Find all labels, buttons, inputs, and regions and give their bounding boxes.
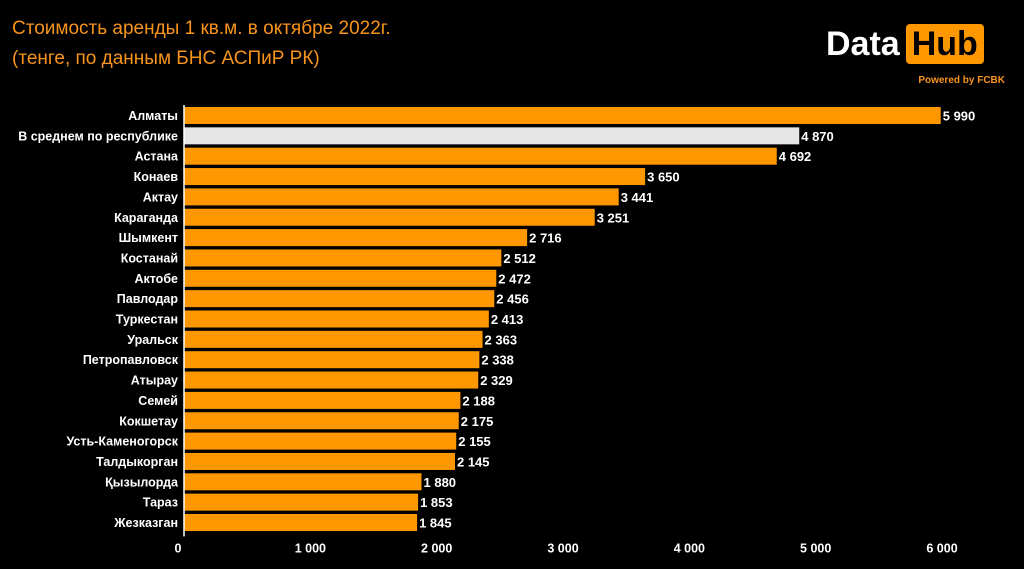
category-label: Тараз: [143, 496, 178, 510]
category-label: Астана: [135, 150, 179, 164]
logo-wordmark: Data Hub: [826, 20, 1011, 68]
category-label: Конаев: [134, 170, 179, 184]
bar: [184, 473, 422, 491]
value-label: 2 175: [461, 414, 494, 429]
x-tick-label: 1 000: [295, 541, 326, 555]
bar: [184, 330, 483, 348]
bar: [184, 391, 461, 409]
value-label: 3 441: [621, 190, 654, 205]
bar: [184, 371, 479, 389]
logo-data-text: Data: [826, 24, 900, 63]
category-label: Костанай: [121, 251, 178, 265]
value-label: 1 880: [424, 475, 457, 490]
value-label: 2 363: [485, 332, 518, 347]
value-label: 2 329: [480, 373, 513, 388]
datahub-logo: Data Hub Powered by FCBK: [826, 20, 1011, 90]
category-label: Алматы: [128, 109, 178, 123]
bar: [184, 269, 497, 287]
x-tick-label: 6 000: [926, 541, 957, 555]
value-label: 3 251: [597, 210, 630, 225]
chart-title: Стоимость аренды 1 кв.м. в октябре 2022г…: [12, 18, 391, 39]
value-label: 2 413: [491, 312, 524, 327]
x-tick-label: 5 000: [800, 541, 831, 555]
bar: [184, 229, 528, 247]
x-tick-label: 0: [175, 541, 182, 555]
category-label: Атырау: [131, 374, 178, 388]
value-label: 1 845: [419, 516, 452, 531]
bar: [184, 452, 455, 470]
category-label: Усть-Каменогорск: [66, 435, 178, 449]
category-label: Семей: [138, 394, 178, 408]
x-tick-label: 4 000: [674, 541, 705, 555]
category-label: Актау: [143, 190, 178, 204]
bar: [184, 208, 595, 226]
bar: [184, 147, 777, 165]
value-label: 4 692: [779, 149, 812, 164]
value-label: 2 145: [457, 454, 490, 469]
value-label: 3 650: [647, 170, 680, 185]
bar: [184, 351, 480, 369]
value-label: 4 870: [801, 129, 834, 144]
bar: [184, 412, 459, 430]
logo-powered-text: Powered by FCBK: [918, 75, 1005, 86]
category-label: Талдыкорган: [96, 455, 178, 469]
bar: [184, 127, 800, 145]
x-tick-label: 3 000: [547, 541, 578, 555]
category-label: В среднем по республике: [18, 129, 178, 143]
chart-title-block: Стоимость аренды 1 кв.м. в октябре 2022г…: [12, 14, 391, 74]
bar: [184, 514, 418, 531]
value-label: 2 338: [481, 353, 514, 368]
category-label: Қызылорда: [105, 475, 179, 489]
bar: [184, 432, 457, 450]
bar: [184, 107, 941, 124]
value-label: 1 853: [420, 495, 453, 510]
category-label: Туркестан: [116, 313, 178, 327]
bar: [184, 168, 646, 186]
value-label: 2 472: [498, 271, 531, 286]
category-label: Уральск: [127, 333, 178, 347]
category-label: Жезказган: [113, 516, 178, 530]
value-label: 2 512: [503, 251, 536, 266]
value-label: 2 188: [462, 393, 495, 408]
category-label: Кокшетау: [119, 414, 178, 428]
logo-hub-text: Hub: [905, 24, 984, 64]
chart-subtitle: (тенге, по данным БНС АСПиР РК): [12, 48, 320, 69]
value-label: 2 456: [496, 292, 529, 307]
category-label: Павлодар: [117, 292, 179, 306]
value-label: 5 990: [943, 109, 976, 124]
bar: [184, 310, 489, 328]
category-label: Актобе: [134, 272, 178, 286]
bar: [184, 188, 619, 206]
value-label: 2 716: [529, 231, 562, 246]
category-label: Петропавловск: [83, 353, 179, 367]
value-label: 2 155: [458, 434, 491, 449]
bar: [184, 493, 419, 511]
x-tick-label: 2 000: [421, 541, 452, 555]
category-label: Караганда: [114, 211, 179, 225]
category-label: Шымкент: [119, 231, 178, 245]
bar: [184, 290, 495, 308]
bar: [184, 249, 502, 267]
